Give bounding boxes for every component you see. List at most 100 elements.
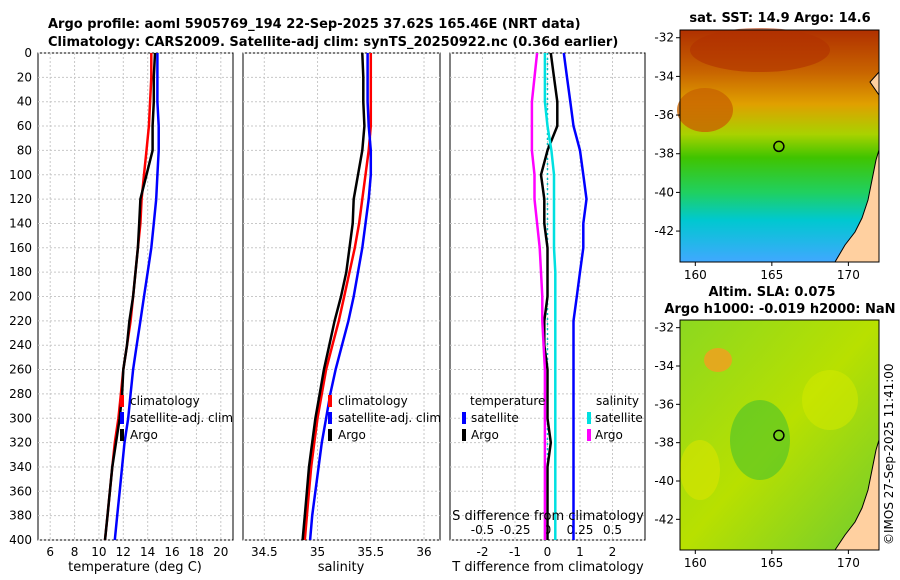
depth-tick-label: 300 [9,411,32,425]
depth-tick-label: 160 [9,241,32,255]
sla-lat-tick-label: -38 [654,436,674,450]
sst-map-title: sat. SST: 14.9 Argo: 14.6 [689,11,870,26]
depth-tick-label: 360 [9,484,32,498]
depth-tick-label: 120 [9,192,32,206]
sla-map-title-1: Altim. SLA: 0.075 [709,285,836,300]
salinity-xlabel: salinity [318,560,365,575]
series-line-temperature-argo [539,52,559,540]
temperature-legend: climatology satellite-adj. clim Argo [120,394,233,442]
sla-high-patch [704,348,732,372]
difference-xtick-label: -1 [509,545,521,559]
sla-lon-tick-label: 160 [684,556,707,570]
salinity-xtick-label: 34.5 [251,545,278,559]
legend-swatch-s-argo [587,429,591,441]
legend-swatch-argo [328,429,332,441]
depth-tick-label: 200 [9,290,32,304]
salinity-xtick-label: 35.5 [357,545,384,559]
s-difference-tick-label: 0.5 [603,523,622,537]
depth-tick-label: 400 [9,533,32,547]
sla-map-title-2: Argo h1000: -0.019 h2000: NaN [664,302,895,317]
depth-tick-label: 240 [9,338,32,352]
difference-xtick-label: 0 [544,545,552,559]
legend-swatch-climatology [120,395,124,407]
legend-swatch-t-satellite [462,412,466,424]
depth-tick-label: 320 [9,436,32,450]
sst-lat-tick-label: -34 [654,69,674,83]
profile-series [103,52,588,541]
difference-xtick-label: 2 [609,545,617,559]
legend-t-argo: Argo [471,428,499,442]
s-difference-label: S difference from climatology [452,509,644,524]
title-line-2: Climatology: CARS2009. Satellite-adj cli… [48,35,618,50]
salinity-xtick-label: 36 [416,545,431,559]
temperature-xtick-label: 6 [46,545,54,559]
sla-lat-tick-label: -34 [654,359,674,373]
sst-lat-tick-label: -40 [654,185,674,199]
sst-lat-tick-label: -42 [654,224,674,238]
series-line-salinity-argo [530,52,547,540]
legend-swatch-climatology [328,395,332,407]
sst-lon-tick-label: 170 [837,268,860,282]
depth-tick-label: 60 [17,119,32,133]
sla-lat-tick-label: -36 [654,397,674,411]
sla-low-patch [730,400,790,480]
x-axes: 6 8 10 12 14 16 18 20 34.5 35 35.5 36 -2 -1 0 1 2-0.5 -0.… [46,523,622,559]
sst-lat-tick-label: -38 [654,147,674,161]
s-difference-tick-label: 0.25 [567,523,594,537]
legend-salinity-title: salinity [596,394,639,408]
series-line-salinity-satellite [543,53,557,540]
depth-tick-label: 140 [9,216,32,230]
legend-satellite-adj: satellite-adj. clim [338,411,441,425]
difference-legend: temperature satellite Argo salinity sate… [462,394,643,442]
sst-warm-patch [677,88,733,132]
sst-float-marker [773,140,785,153]
title-line-1: Argo profile: aoml 5905769_194 22-Sep-20… [48,17,581,32]
legend-satellite-adj: satellite-adj. clim [130,411,233,425]
sla-mid-patch-2 [680,440,720,500]
depth-tick-label: 40 [17,95,32,109]
sla-lon-tick-label: 170 [837,556,860,570]
legend-t-satellite: satellite [471,411,519,425]
depth-axis: 0 20 40 60 80 100 120 140 160 180 200 220 240 260 280 3… [9,46,32,547]
temperature-xtick-label: 20 [213,545,228,559]
salinity-legend: climatology satellite-adj. clim Argo [328,394,441,442]
sla-lat-tick-label: -32 [654,321,674,335]
series-line-satellite-adj-clim [113,53,160,541]
legend-swatch-satellite [120,412,124,424]
sst-warm-band [690,28,830,72]
legend-climatology: climatology [338,394,408,408]
difference-xlabel: T difference from climatology [451,560,644,575]
legend-argo: Argo [130,428,158,442]
series-line-satellite-adj-clim [308,53,373,541]
sla-float-marker [773,429,785,442]
depth-tick-label: 340 [9,460,32,474]
depth-tick-label: 0 [24,46,32,60]
sla-map-axes: -32 -34 -36 -38 -40 -42 160 165 170 [654,321,859,570]
legend-temperature-title: temperature [470,394,545,408]
temperature-xlabel: temperature (deg C) [68,560,202,575]
difference-xtick-label: -2 [477,545,489,559]
s-difference-tick-label: -0.25 [499,523,530,537]
legend-swatch-satellite [328,412,332,424]
sla-lon-tick-label: 165 [760,556,783,570]
temperature-xtick-label: 10 [91,545,106,559]
depth-tick-label: 100 [9,168,32,182]
sla-map [679,319,880,551]
depth-tick-label: 260 [9,363,32,377]
series-line-argo [103,52,157,541]
legend-swatch-argo [120,429,124,441]
depth-tick-label: 80 [17,143,32,157]
legend-s-argo: Argo [595,428,623,442]
series-line-argo [301,52,366,541]
salinity-xtick-label: 35 [310,545,325,559]
legend-swatch-t-argo [462,429,466,441]
sst-lon-tick-label: 165 [760,268,783,282]
sst-map [677,28,880,263]
sst-lat-tick-label: -36 [654,108,674,122]
temperature-xtick-label: 8 [71,545,79,559]
depth-tick-label: 220 [9,314,32,328]
sla-lat-tick-label: -40 [654,474,674,488]
legend-climatology: climatology [130,394,200,408]
sla-mid-patch [802,370,858,430]
